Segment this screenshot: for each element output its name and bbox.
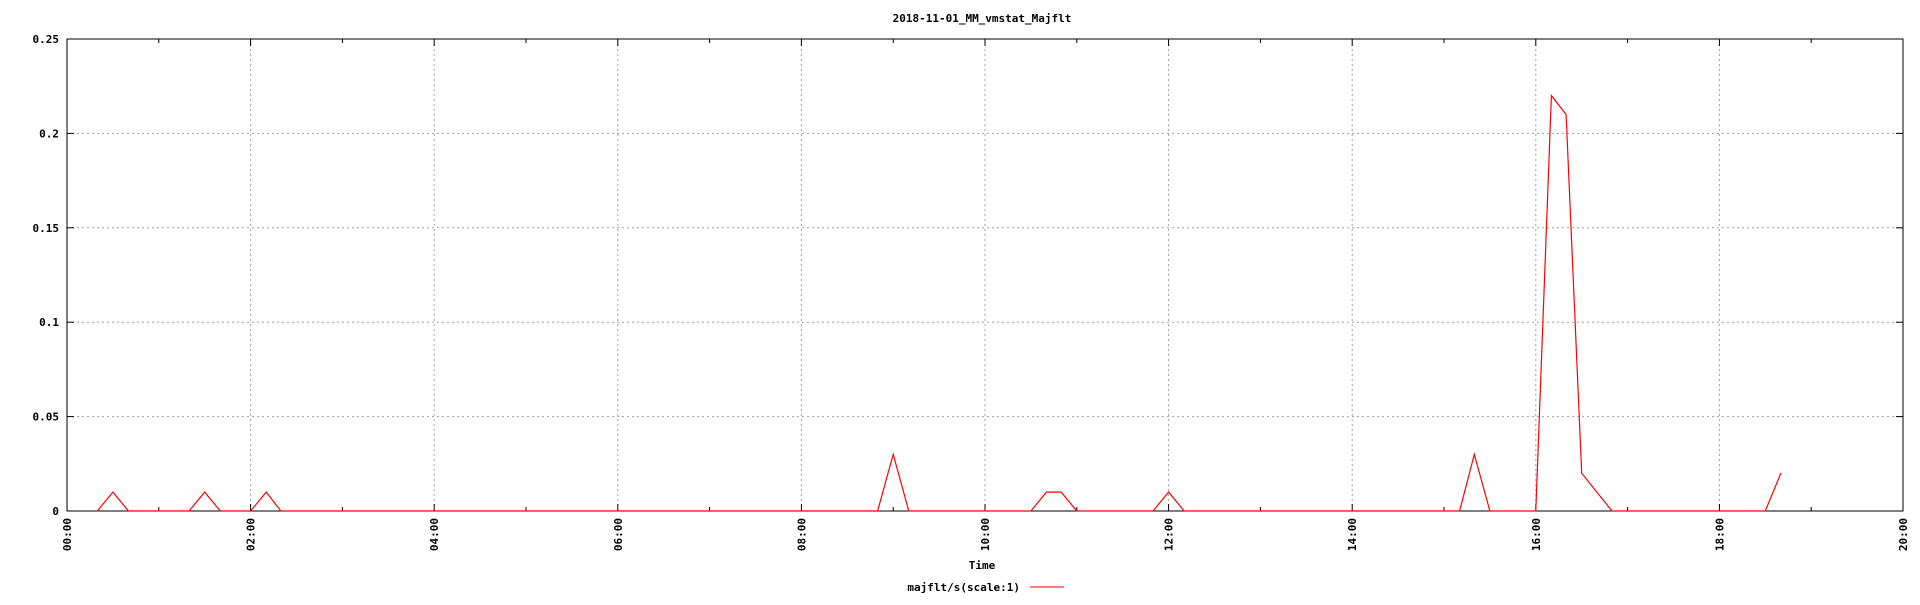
data-point xyxy=(1764,510,1766,512)
x-tick-label: 04:00 xyxy=(428,518,441,551)
legend: majflt/s(scale:1) xyxy=(907,581,1064,594)
x-tick-label: 14:00 xyxy=(1346,518,1359,551)
y-tick-label: 0.05 xyxy=(33,411,60,424)
y-tick-label: 0.1 xyxy=(39,316,59,329)
data-point xyxy=(280,510,282,512)
x-tick-label: 18:00 xyxy=(1713,518,1726,551)
x-tick-label: 16:00 xyxy=(1530,518,1543,551)
data-point xyxy=(219,510,221,512)
data-point xyxy=(1046,491,1048,493)
data-point xyxy=(1060,491,1062,493)
series-line-0 xyxy=(96,93,1782,512)
series-layer xyxy=(96,93,1782,512)
grid xyxy=(67,39,1903,511)
data-point xyxy=(1152,510,1154,512)
data-point xyxy=(1459,510,1461,512)
data-point xyxy=(1489,510,1491,512)
data-point xyxy=(1611,510,1613,512)
x-tick-label: 06:00 xyxy=(612,518,625,551)
data-point xyxy=(1473,453,1475,455)
data-point xyxy=(204,491,206,493)
data-point xyxy=(1168,491,1170,493)
data-point xyxy=(1030,510,1032,512)
data-point xyxy=(1581,472,1583,474)
y-tick-label: 0.25 xyxy=(33,33,60,46)
data-point xyxy=(877,510,879,512)
x-tick-label: 12:00 xyxy=(1163,518,1176,551)
x-tick-label: 08:00 xyxy=(795,518,808,551)
data-point xyxy=(250,510,252,512)
y-tick-label: 0 xyxy=(52,505,59,518)
data-point xyxy=(188,510,190,512)
data-point xyxy=(1780,472,1782,474)
y-tick-label: 0.2 xyxy=(39,127,59,140)
data-point xyxy=(112,491,114,493)
x-tick-label: 02:00 xyxy=(245,518,258,551)
y-tick-label: 0.15 xyxy=(33,222,60,235)
x-tick-label: 10:00 xyxy=(979,518,992,551)
data-point xyxy=(96,510,98,512)
chart-title: 2018-11-01_MM_vmstat_Majflt xyxy=(893,12,1072,25)
data-point xyxy=(1183,510,1185,512)
axes: 00:00 02:00 04:00 06:00 08:00 10:00 12:00 14:00… xyxy=(33,33,1911,551)
x-axis-label: Time xyxy=(969,559,996,572)
data-point xyxy=(1076,510,1078,512)
data-point xyxy=(265,491,267,493)
x-tick-label: 20:00 xyxy=(1897,518,1910,551)
data-point xyxy=(1550,95,1552,97)
data-point xyxy=(1565,114,1567,116)
data-point xyxy=(892,453,894,455)
x-tick-label: 00:00 xyxy=(61,518,74,551)
legend-label: majflt/s(scale:1) xyxy=(907,581,1020,594)
data-point xyxy=(1535,510,1537,512)
data-point xyxy=(128,510,130,512)
data-point xyxy=(908,510,910,512)
